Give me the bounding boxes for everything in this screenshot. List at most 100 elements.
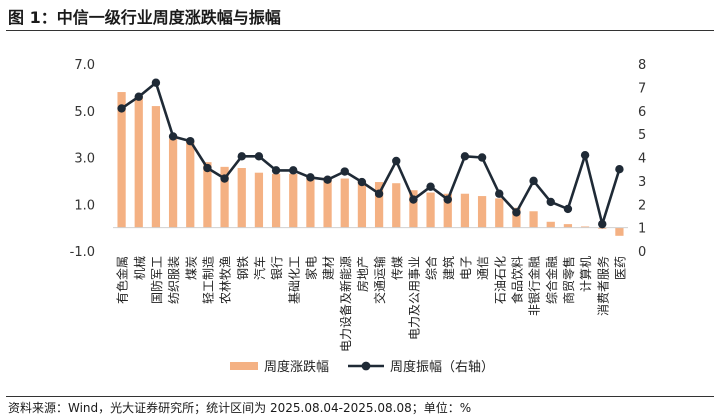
left-axis-tick-label: 3.0: [74, 152, 95, 167]
amplitude-point-18: [409, 195, 418, 204]
amplitude-line: [120, 81, 621, 226]
category-label: 非银行金融: [527, 256, 542, 316]
chart-title: 图 1：中信一级行业周度涨跌幅与振幅: [8, 8, 281, 27]
right-axis-tick-label: 3: [638, 175, 646, 190]
category-label: 通信: [476, 256, 490, 280]
right-axis-tick-label: 8: [638, 58, 646, 73]
legend-bar-swatch: [230, 362, 258, 370]
amplitude-point-17: [392, 156, 401, 166]
source-note: 资料来源：Wind，光大证券研究所；统计区间为 2025.08.04-2025.…: [8, 401, 472, 415]
category-label: 房地产: [355, 256, 370, 292]
bar-20: [443, 193, 452, 228]
bar-14: [340, 178, 349, 228]
amplitude-point-4: [168, 132, 178, 141]
bar-11: [289, 173, 298, 228]
right-axis-tick-label: 2: [638, 198, 646, 213]
amplitude-point-1: [117, 104, 126, 113]
right-axis-tick-label: 5: [638, 128, 646, 143]
bar-26: [546, 221, 555, 228]
amplitude-point-30: [615, 164, 624, 174]
bar-3: [151, 106, 161, 228]
bar-23: [495, 198, 504, 228]
combo-chart: 7.0 5.0 3.0 1.0 -1.0 8 7 6 5 4 3 2 1 0 有色金属 机械 国防军工 纺织服装煤…: [70, 58, 647, 375]
category-label: 综合金融: [544, 256, 559, 304]
left-axis-tick-label: -1.0: [70, 245, 95, 260]
amplitude-point-2: [134, 92, 143, 101]
bar-5: [186, 141, 195, 228]
bar-6: [203, 162, 212, 228]
amplitude-point-14: [340, 167, 349, 176]
amplitude-point-23: [495, 189, 504, 198]
category-label: 建筑: [441, 256, 456, 280]
category-label: 电力及公用事业: [407, 256, 421, 340]
bar-18: [409, 190, 418, 228]
bar-2: [134, 96, 143, 228]
left-axis-tick-label: 1.0: [74, 198, 95, 213]
bar-17: [392, 183, 401, 228]
amplitude-point-10: [271, 166, 281, 175]
amplitude-point-5: [186, 136, 195, 146]
bar-22: [477, 196, 487, 228]
amplitude-point-29: [598, 219, 607, 229]
bar-10: [271, 173, 281, 228]
bar-19: [426, 192, 435, 228]
amplitude-point-26: [546, 197, 555, 207]
category-label: 食品饮料: [509, 256, 524, 304]
left-axis-tick-label: 5.0: [74, 105, 95, 120]
amplitude-point-6: [203, 163, 212, 173]
category-label: 医药: [613, 256, 627, 280]
category-label: 汽车: [252, 256, 267, 280]
amplitude-point-7: [220, 174, 229, 183]
category-label: 石油石化: [493, 256, 507, 304]
top-rule: [6, 30, 714, 31]
category-label: 建材: [322, 256, 336, 280]
category-label: 轻工制造: [201, 256, 215, 304]
bar-13: [323, 177, 332, 228]
category-label: 有色金属: [115, 256, 130, 304]
category-label: 计算机: [578, 256, 593, 292]
amplitude-point-15: [357, 177, 367, 187]
bottom-rule: [6, 396, 714, 397]
amplitude-point-22: [477, 153, 487, 162]
amplitude-point-12: [306, 173, 315, 182]
category-label: 消费者服务: [595, 256, 610, 316]
amplitude-point-28: [580, 150, 590, 160]
category-label: 银行: [270, 256, 284, 280]
amplitude-point-16: [374, 189, 384, 198]
legend-label-amplitude: 周度振幅（右轴）: [390, 359, 494, 375]
bar-27: [563, 224, 573, 228]
category-label: 煤炭: [184, 256, 198, 280]
amplitude-point-9: [254, 152, 264, 161]
bar-4: [168, 138, 178, 228]
category-label: 电力设备及新能源: [338, 256, 353, 352]
amplitude-point-24: [512, 208, 521, 217]
right-axis-tick-label: 4: [638, 152, 646, 167]
right-axis-tick-label: 1: [638, 222, 646, 237]
right-axis-tick-label: 0: [638, 245, 646, 260]
category-label: 交通运输: [372, 256, 387, 304]
amplitude-point-19: [426, 182, 435, 191]
category-label: 机械: [132, 256, 147, 280]
bar-30: [615, 227, 624, 236]
left-axis-tick-label: 7.0: [74, 58, 95, 73]
category-label: 传媒: [389, 256, 404, 280]
amplitude-point-20: [443, 195, 452, 204]
bar-1: [117, 92, 126, 228]
amplitude-point-11: [289, 166, 298, 175]
category-label: 国防军工: [149, 256, 164, 304]
bar-15: [357, 180, 367, 228]
bar-28: [580, 226, 590, 228]
bar-24: [512, 207, 521, 228]
right-axis-tick-label: 6: [638, 105, 646, 120]
category-label: 钢铁: [236, 256, 250, 280]
bar-12: [306, 176, 315, 228]
bar-7: [220, 166, 229, 228]
bar-25: [529, 211, 538, 228]
amplitude-point-3: [151, 78, 161, 87]
amplitude-point-13: [323, 175, 332, 184]
category-label: 农林牧渔: [219, 256, 233, 304]
amplitude-point-21: [460, 152, 470, 161]
bar-8: [237, 168, 246, 228]
legend-label-change: 周度涨跌幅: [264, 359, 329, 375]
category-label: 基础化工: [287, 256, 301, 304]
